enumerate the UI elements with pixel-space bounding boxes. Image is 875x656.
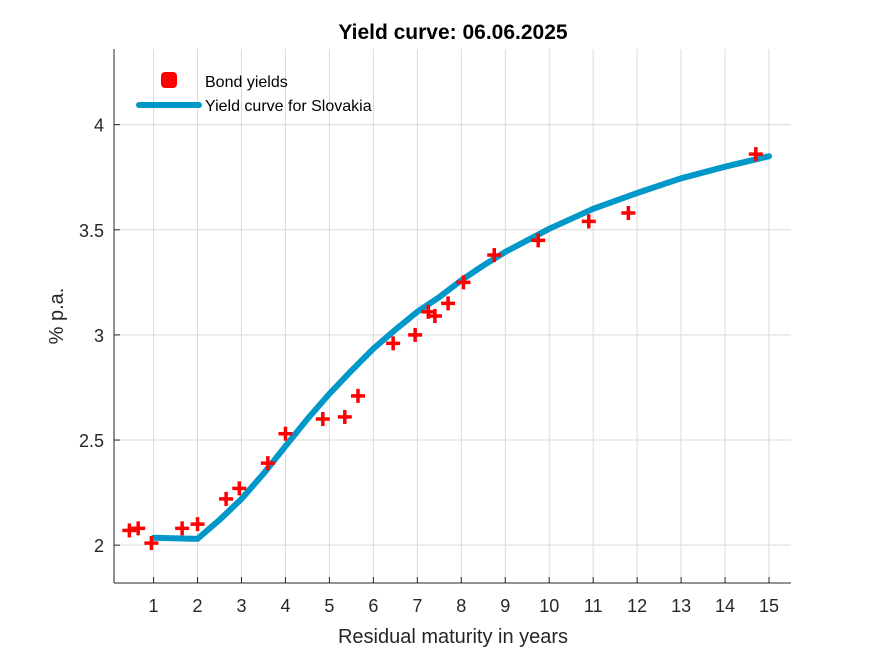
y-tick-label: 2.5 [79, 431, 104, 451]
bond-yield-point [315, 412, 330, 427]
bond-yield-point [131, 521, 146, 536]
bond-yield-point [260, 456, 275, 471]
x-tick-label: 13 [671, 596, 691, 616]
bond-yields-series [122, 147, 763, 551]
x-tick-label: 9 [500, 596, 510, 616]
legend-label-bond-yields: Bond yields [205, 74, 288, 91]
bond-yield-point [350, 388, 365, 403]
x-tick-label: 10 [539, 596, 559, 616]
y-tick-label: 4 [94, 116, 104, 136]
y-tick-label: 2 [94, 536, 104, 556]
y-axis-label: % p.a. [46, 288, 68, 345]
bond-yield-point [144, 536, 159, 551]
x-tick-label: 5 [324, 596, 334, 616]
y-tick-label: 3 [94, 326, 104, 346]
plot-area [114, 49, 791, 583]
x-tick-label: 4 [280, 596, 290, 616]
bond-yield-point [487, 248, 502, 263]
x-tick-label: 1 [149, 596, 159, 616]
bond-yield-point [219, 491, 234, 506]
bond-yield-point [531, 233, 546, 248]
axes [113, 49, 791, 584]
bond-yield-point [175, 521, 190, 536]
x-ticks: 1 2 3 4 5 6 7 8 9 10 11 12 13 14 15 [149, 577, 779, 616]
bond-yield-point [456, 275, 471, 290]
bond-yield-point [427, 309, 442, 323]
bond-yield-point [278, 426, 293, 441]
yield-curve-series [150, 153, 772, 542]
bond-yield-point [386, 336, 401, 351]
legend-marker-bond-yields [161, 72, 177, 88]
x-tick-label: 12 [627, 596, 647, 616]
x-tick-label: 15 [759, 596, 779, 616]
x-tick-label: 7 [412, 596, 422, 616]
bond-yield-point [337, 409, 352, 424]
x-tick-label: 8 [456, 596, 466, 616]
bond-yield-point [621, 205, 636, 220]
x-tick-label: 14 [715, 596, 735, 616]
chart-title: Yield curve: 06.06.2025 [338, 21, 568, 44]
bond-yield-point [190, 517, 205, 532]
legend: Bond yields Yield curve for Slovakia [136, 72, 372, 115]
bond-yield-point [122, 523, 137, 538]
yield-curve-line [150, 153, 772, 542]
bond-yield-point [581, 214, 596, 229]
x-tick-label: 6 [368, 596, 378, 616]
x-tick-label: 11 [584, 596, 603, 616]
bond-yield-point [408, 327, 423, 342]
legend-label-yield-curve: Yield curve for Slovakia [205, 98, 372, 115]
grid [114, 49, 791, 583]
bond-yield-point [748, 147, 763, 162]
x-tick-label: 2 [193, 596, 203, 616]
bond-yield-point [232, 481, 247, 496]
y-tick-label: 3.5 [79, 221, 104, 241]
x-axis-label: Residual maturity in years [338, 626, 568, 648]
bond-yield-point [441, 296, 456, 311]
x-tick-label: 3 [236, 596, 246, 616]
y-ticks: 2 2.5 3 3.5 4 [79, 116, 120, 556]
